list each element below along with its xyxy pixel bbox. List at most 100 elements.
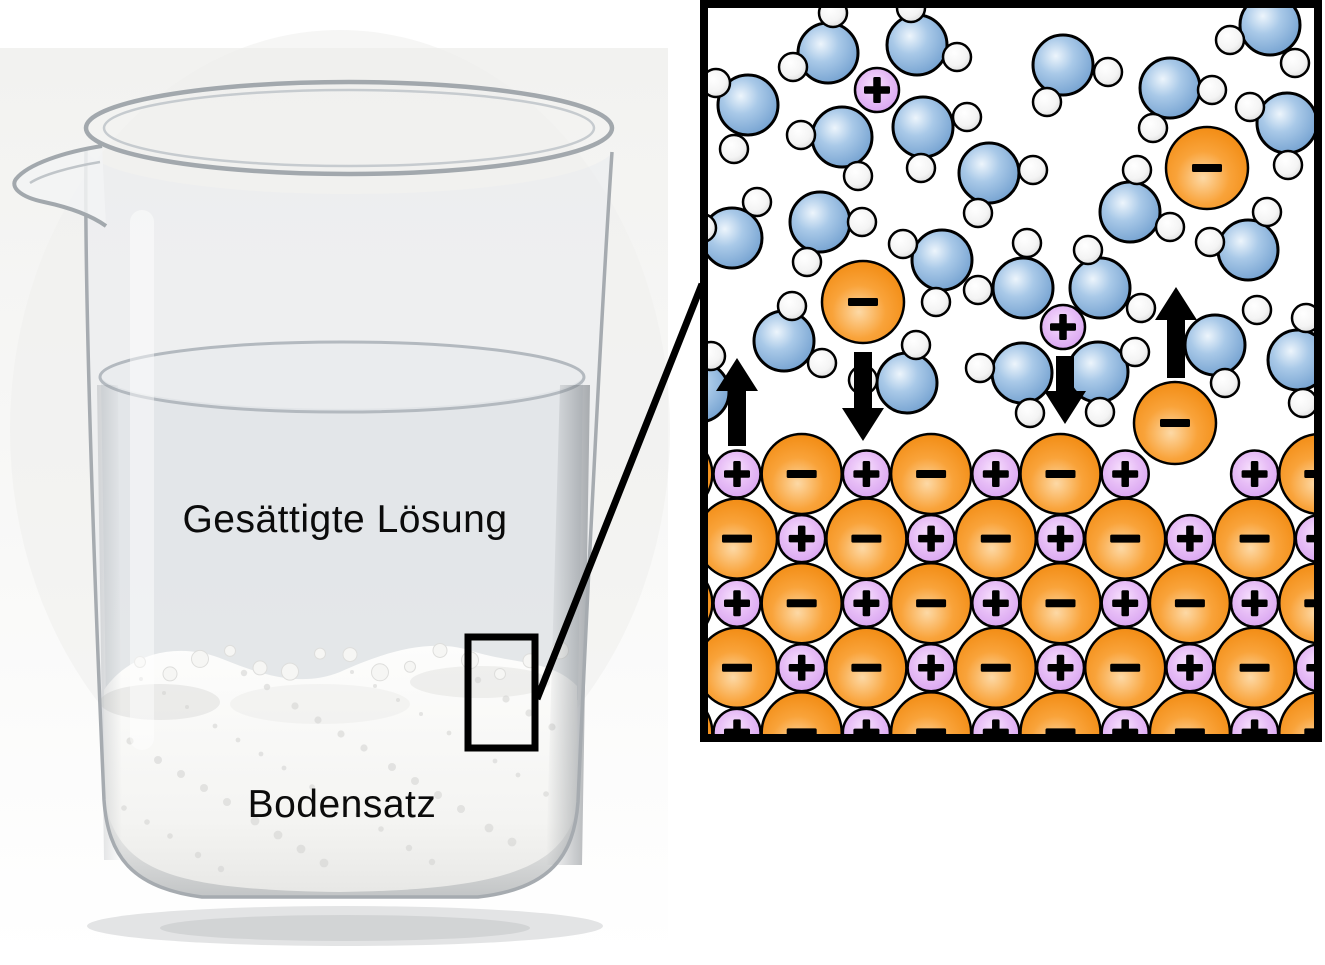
oxygen-atom	[1068, 256, 1132, 320]
beaker-rim-inner	[102, 88, 596, 168]
lattice-positive-ion	[841, 449, 892, 499]
lattice-negative-ion	[1148, 561, 1232, 645]
hydrogen-atom	[708, 340, 727, 372]
speck	[474, 676, 482, 684]
oxygen-atom	[708, 206, 764, 270]
minus-glyph	[916, 599, 947, 608]
minus-glyph	[1160, 419, 1190, 427]
hydrogen-atom	[1119, 336, 1151, 368]
speck	[355, 812, 361, 818]
minus-glyph	[786, 728, 817, 734]
hydrogen-atom	[895, 8, 927, 24]
plus-glyph	[1121, 461, 1129, 487]
speck	[515, 772, 521, 778]
hydrogen-atom	[1125, 292, 1157, 324]
speck	[388, 763, 396, 771]
plus-glyph	[862, 719, 871, 734]
grain	[371, 663, 389, 682]
dissolved-positive-ion	[1039, 303, 1087, 351]
molecular-view	[708, 8, 1314, 734]
hydrogen-atom	[962, 197, 994, 229]
crystal-lattice	[708, 432, 1314, 734]
hydrogen-atom	[741, 186, 773, 218]
hydrogen-atom	[777, 51, 809, 83]
plus-glyph	[927, 654, 935, 681]
hydrogen-atom	[951, 101, 983, 133]
hydrogen-atom	[1031, 86, 1063, 118]
water-molecule	[1137, 56, 1228, 144]
minus-glyph	[916, 728, 947, 734]
speck	[177, 770, 185, 778]
minus-glyph	[1304, 599, 1314, 608]
water-molecule	[891, 95, 983, 184]
plus-glyph	[873, 77, 881, 103]
speck	[434, 791, 442, 799]
grain	[494, 667, 506, 680]
lattice-positive-ion	[1035, 643, 1086, 693]
plus-glyph	[1250, 719, 1259, 734]
water-molecule	[957, 141, 1049, 229]
lattice-negative-ion	[1019, 691, 1102, 734]
equilibrium-arrows	[716, 287, 1197, 446]
minus-glyph	[1239, 534, 1270, 543]
oxygen-atom	[752, 309, 816, 373]
plus-glyph	[733, 719, 741, 734]
water-molecule	[1194, 196, 1283, 282]
lattice-negative-ion	[1083, 626, 1167, 710]
water-molecule	[752, 290, 838, 379]
speck	[507, 837, 517, 847]
minus-glyph	[1192, 164, 1222, 172]
oxygen-atom	[1138, 56, 1202, 120]
minus-glyph	[916, 470, 947, 478]
minus-glyph	[786, 470, 817, 478]
hydrogen-atom	[1272, 149, 1304, 181]
lattice-positive-ion	[971, 449, 1021, 499]
plus-glyph	[1186, 654, 1194, 681]
lattice-positive-ion	[1229, 578, 1280, 628]
plus-glyph	[797, 525, 806, 552]
sediment-speckles	[121, 669, 556, 873]
dissolved-negative-ion	[1164, 125, 1250, 211]
lattice-negative-ion	[708, 497, 779, 580]
minus-glyph	[722, 663, 752, 672]
speck	[144, 819, 150, 825]
plus-glyph	[992, 590, 1000, 617]
water-molecule	[1031, 33, 1124, 118]
hydrogen-atom	[817, 8, 849, 29]
hydrogen-atom	[1084, 396, 1116, 428]
lattice-negative-ion	[1213, 497, 1296, 580]
hydrogen-atom	[1290, 302, 1314, 334]
lattice-negative-ion	[954, 497, 1038, 580]
lattice-positive-ion	[841, 707, 892, 734]
sediment-label: Bodensatz	[247, 783, 437, 826]
dissolved-ions	[820, 66, 1250, 466]
plus-glyph	[1306, 664, 1314, 672]
speck	[378, 826, 384, 832]
dissolved-positive-ion	[853, 66, 901, 114]
lattice-positive-ion	[971, 578, 1021, 628]
hydrogen-atom	[887, 228, 919, 260]
lattice-positive-ion	[971, 707, 1021, 734]
speck	[502, 695, 510, 703]
speck	[281, 765, 287, 771]
inner-wall-shadow-left	[97, 385, 122, 860]
plus-glyph	[1186, 525, 1194, 552]
anion-circle	[1278, 691, 1314, 734]
beaker-shadow	[87, 906, 603, 946]
lattice-positive-ion	[1100, 578, 1150, 628]
hydrogen-atom	[776, 290, 808, 322]
lattice-positive-ion	[1100, 707, 1150, 734]
lattice-positive-ion	[1229, 707, 1280, 734]
plus-glyph	[733, 461, 741, 487]
lattice-positive-ion	[1165, 513, 1215, 564]
speck	[373, 684, 377, 688]
speck	[457, 805, 465, 813]
speck	[212, 723, 218, 729]
hydrogen-atom	[1121, 154, 1153, 186]
grain	[252, 660, 268, 676]
minus-glyph	[1045, 599, 1076, 608]
hydrogen-atom	[1209, 367, 1241, 399]
oxygen-atom	[788, 190, 852, 254]
speck	[162, 691, 166, 695]
